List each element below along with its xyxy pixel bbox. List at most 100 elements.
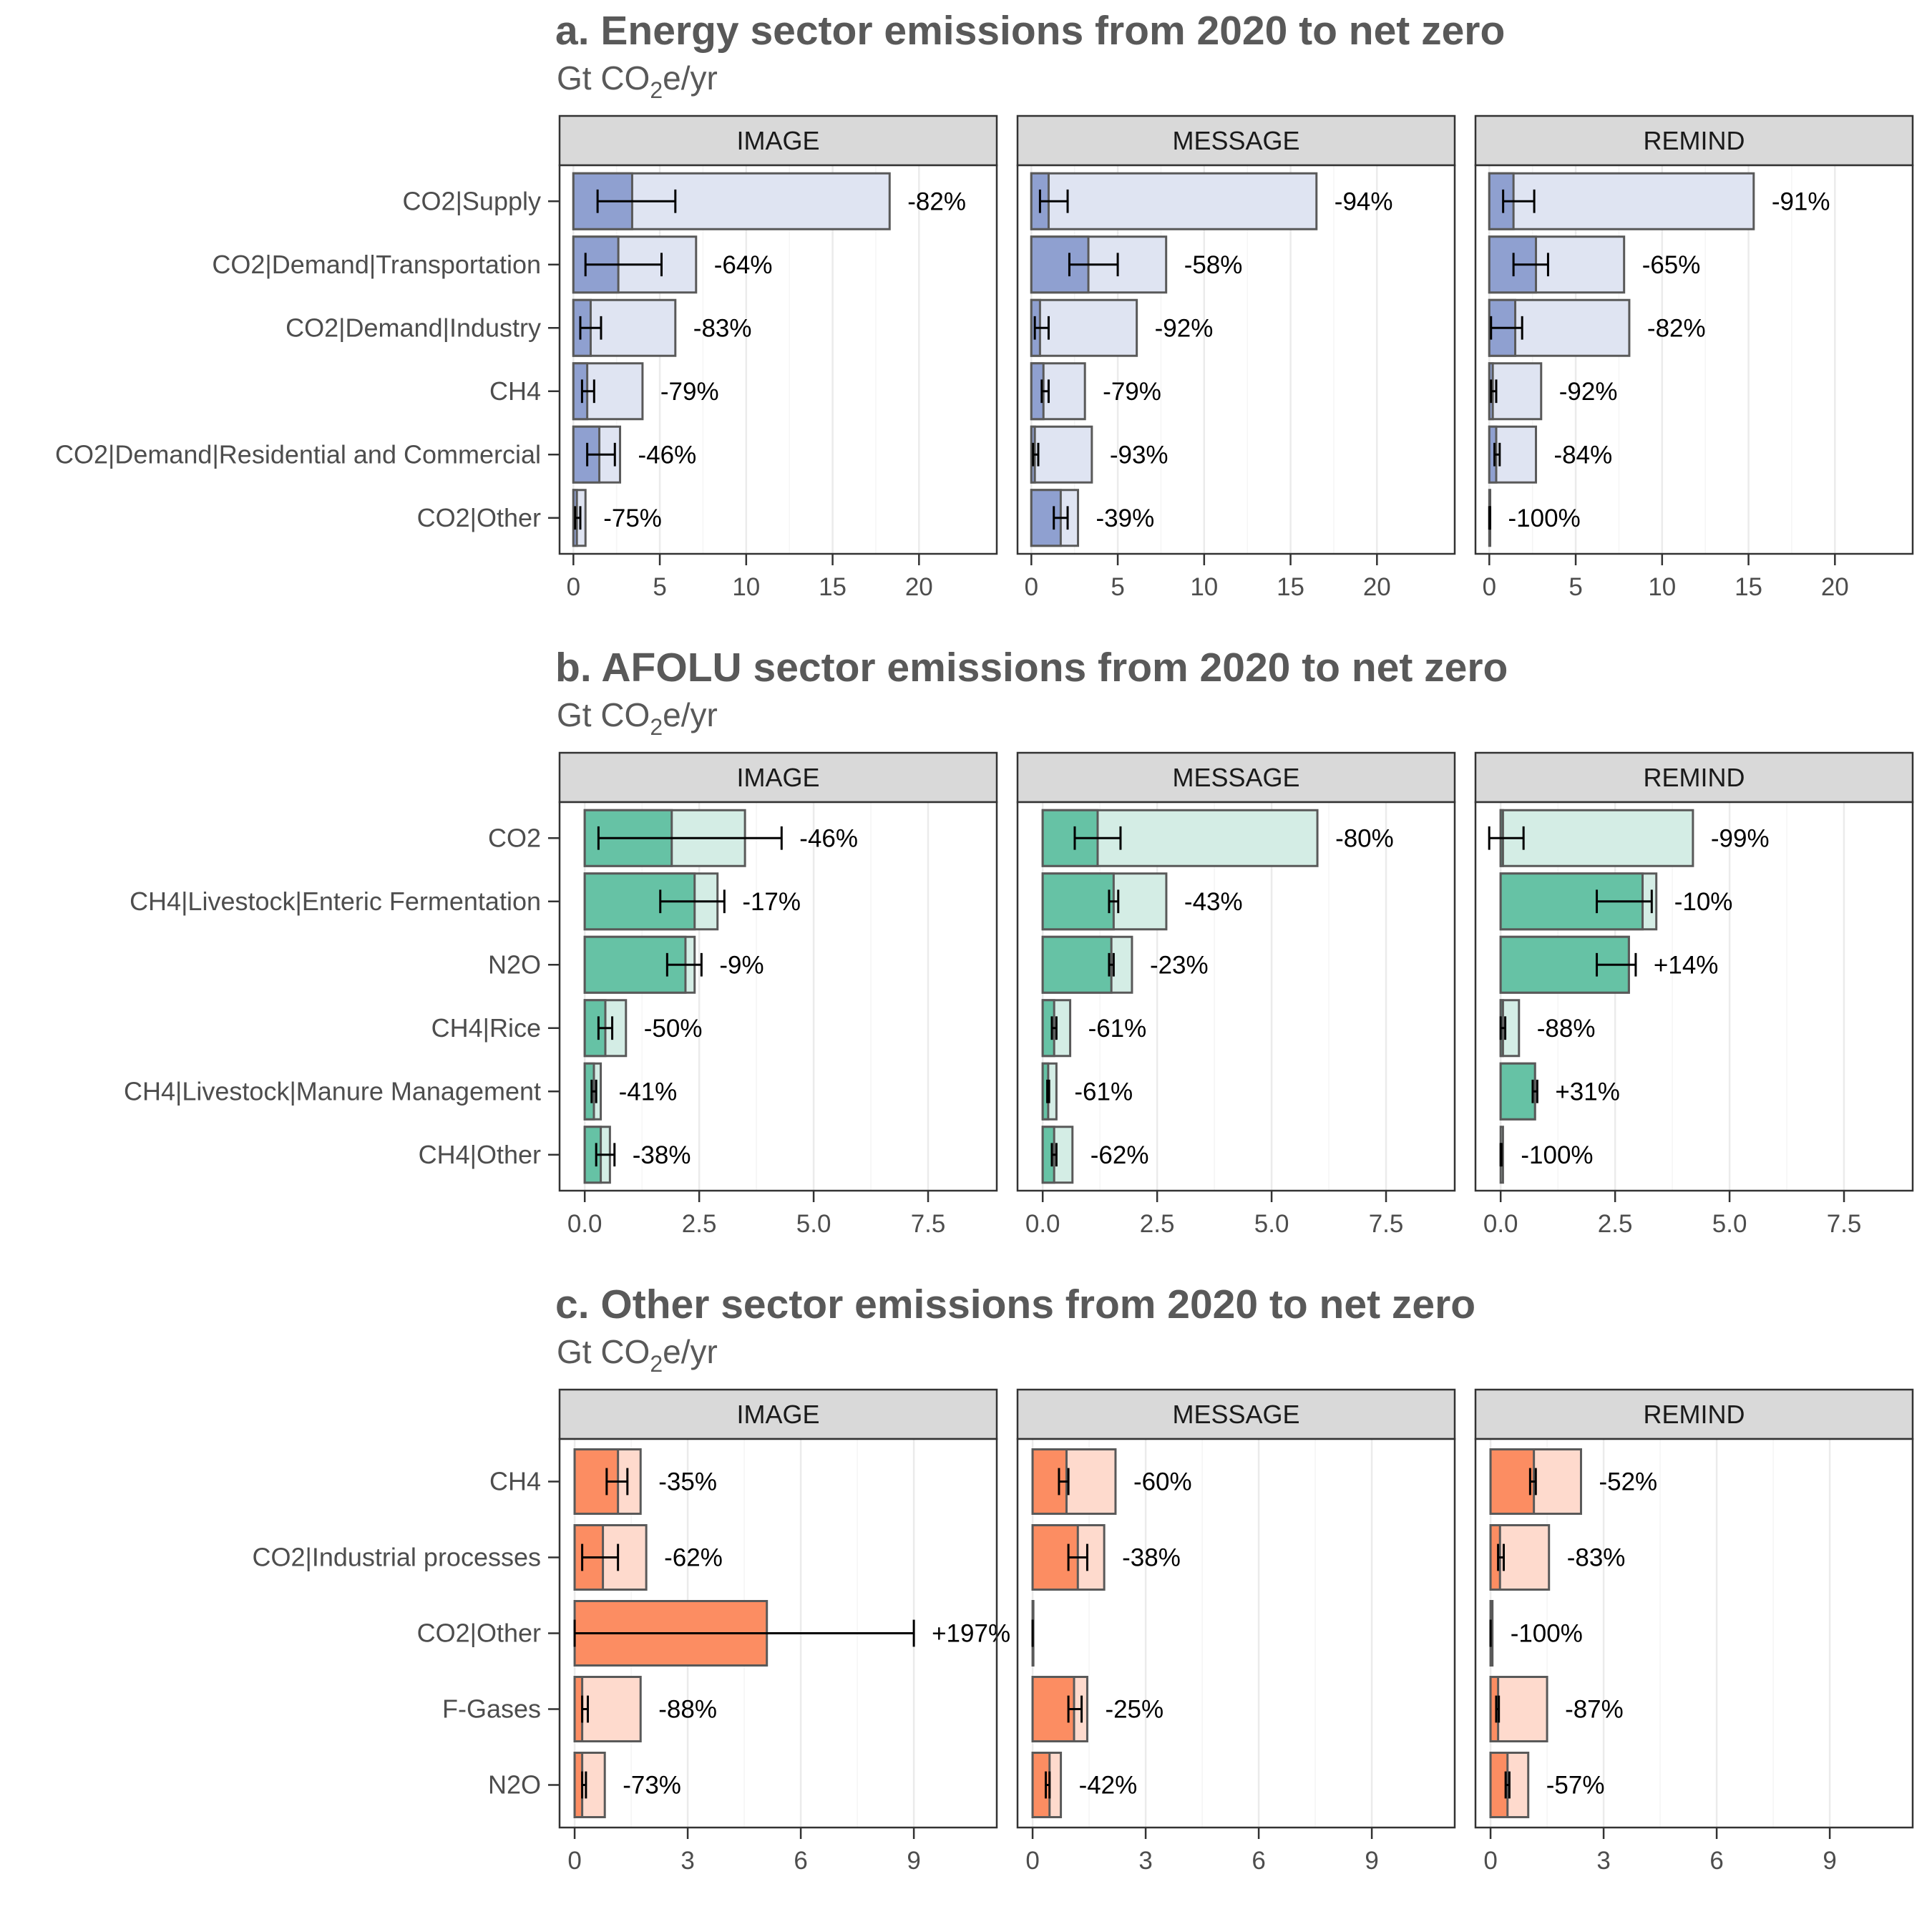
category-label: CH4|Livestock|Enteric Fermentation bbox=[130, 887, 541, 916]
percent-change-label: -23% bbox=[1150, 951, 1209, 979]
percent-change-label: -42% bbox=[1079, 1772, 1138, 1800]
panel-border bbox=[558, 1438, 998, 1829]
section-title: c. Other sector emissions from 2020 to n… bbox=[555, 1282, 1475, 1327]
x-tick-label: 10 bbox=[1648, 573, 1676, 601]
x-tick-label: 15 bbox=[1735, 573, 1762, 601]
percent-change-label: -84% bbox=[1554, 441, 1613, 469]
percent-change-label: +31% bbox=[1555, 1078, 1620, 1106]
bar-net-zero bbox=[1041, 872, 1115, 931]
percent-change-label: -83% bbox=[1567, 1544, 1626, 1572]
percent-change-label: +14% bbox=[1654, 951, 1719, 979]
x-tick-label: 6 bbox=[1709, 1847, 1723, 1875]
percent-change-label: -62% bbox=[664, 1544, 723, 1572]
x-tick-label: 5 bbox=[653, 573, 666, 601]
category-label: F-Gases bbox=[442, 1694, 541, 1724]
panel-remind: REMIND -99% -10% +14% -88% +31% -100% 0.0 2.5 5.0… bbox=[1474, 751, 1914, 1238]
percent-change-label: -39% bbox=[1096, 504, 1155, 532]
x-tick-label: 9 bbox=[907, 1847, 920, 1875]
category-label: CH4 bbox=[489, 376, 541, 406]
strip-background bbox=[558, 751, 998, 804]
x-tick-label: 6 bbox=[1252, 1847, 1265, 1875]
panel-model-label: REMIND bbox=[1644, 1400, 1745, 1429]
x-tick-label: 3 bbox=[1138, 1847, 1152, 1875]
panel-remind: REMIND -52% -83% -100% -87% -57% 0 3 6 9 bbox=[1474, 1388, 1914, 1875]
percent-change-label: -88% bbox=[1537, 1015, 1596, 1043]
bar-2020 bbox=[1499, 809, 1694, 867]
category-label: CO2|Industrial processes bbox=[252, 1543, 541, 1572]
category-label: N2O bbox=[488, 950, 541, 979]
section-unit: Gt CO2e/yr bbox=[557, 59, 718, 103]
category-label: CH4 bbox=[489, 1467, 541, 1496]
percent-change-label: -46% bbox=[638, 441, 697, 469]
percent-change-label: -79% bbox=[1103, 378, 1161, 406]
percent-change-label: -58% bbox=[1184, 251, 1243, 279]
panel-border bbox=[1474, 164, 1914, 555]
x-tick-label: 2.5 bbox=[682, 1210, 717, 1238]
x-tick-label: 3 bbox=[680, 1847, 694, 1875]
percent-change-label: -17% bbox=[742, 888, 801, 916]
panel-model-label: MESSAGE bbox=[1172, 763, 1299, 792]
x-tick-label: 3 bbox=[1596, 1847, 1610, 1875]
panel-image: IMAGE -35% -62% +197% -88% -73% 0 3 6 9 bbox=[558, 1388, 1010, 1875]
x-tick-label: 10 bbox=[732, 573, 760, 601]
bar-net-zero bbox=[1499, 1062, 1536, 1121]
percent-change-label: -99% bbox=[1711, 824, 1770, 852]
strip-background bbox=[1016, 751, 1456, 804]
category-label: CO2|Demand|Transportation bbox=[212, 250, 541, 279]
percent-change-label: -46% bbox=[799, 824, 858, 852]
percent-change-label: -52% bbox=[1599, 1468, 1657, 1496]
panel-image: IMAGE -46% -17% -9% -50% -41% -38% 0.0 2.5 5.0 7.5 bbox=[558, 751, 998, 1238]
percent-change-label: -25% bbox=[1105, 1696, 1163, 1724]
percent-change-label: -35% bbox=[658, 1468, 717, 1496]
percent-change-label: -61% bbox=[1088, 1015, 1147, 1043]
category-label: CO2 bbox=[488, 823, 541, 852]
x-tick-label: 2.5 bbox=[1140, 1210, 1175, 1238]
percent-change-label: -80% bbox=[1335, 824, 1394, 852]
panel-border bbox=[1474, 801, 1914, 1192]
percent-change-label: -50% bbox=[644, 1015, 703, 1043]
x-tick-label: 5.0 bbox=[796, 1210, 831, 1238]
chart-section-0: a. Energy sector emissions from 2020 to … bbox=[55, 8, 1914, 601]
percent-change-label: -93% bbox=[1110, 441, 1169, 469]
panel-model-label: IMAGE bbox=[736, 126, 819, 155]
category-label: CO2|Supply bbox=[403, 186, 541, 215]
percent-change-label: -88% bbox=[658, 1696, 717, 1724]
x-tick-label: 7.5 bbox=[1369, 1210, 1404, 1238]
x-tick-label: 20 bbox=[1363, 573, 1391, 601]
percent-change-label: -64% bbox=[714, 251, 773, 279]
panel-model-label: REMIND bbox=[1644, 126, 1745, 155]
x-tick-label: 0.0 bbox=[567, 1210, 602, 1238]
x-tick-label: 0 bbox=[1483, 1847, 1497, 1875]
x-tick-label: 7.5 bbox=[911, 1210, 946, 1238]
panel-model-label: MESSAGE bbox=[1172, 126, 1299, 155]
percent-change-label: +197% bbox=[932, 1620, 1010, 1648]
x-tick-label: 0.0 bbox=[1025, 1210, 1060, 1238]
section-unit: Gt CO2e/yr bbox=[557, 696, 718, 740]
percent-change-label: -60% bbox=[1133, 1468, 1192, 1496]
percent-change-label: -100% bbox=[1511, 1620, 1583, 1648]
x-tick-label: 0 bbox=[567, 573, 580, 601]
panel-border bbox=[1016, 164, 1456, 555]
x-tick-label: 0 bbox=[1483, 573, 1496, 601]
percent-change-label: -38% bbox=[633, 1141, 691, 1169]
x-tick-label: 5.0 bbox=[1712, 1210, 1747, 1238]
strip-background bbox=[1016, 114, 1456, 167]
bar-net-zero bbox=[1489, 1448, 1536, 1515]
percent-change-label: -9% bbox=[719, 951, 763, 979]
panel-model-label: IMAGE bbox=[736, 763, 819, 792]
x-tick-label: 0 bbox=[1025, 573, 1038, 601]
bar-2020 bbox=[1488, 362, 1543, 421]
percent-change-label: -57% bbox=[1546, 1772, 1605, 1800]
x-tick-label: 0 bbox=[567, 1847, 581, 1875]
bar-net-zero bbox=[583, 935, 687, 994]
panel-model-label: MESSAGE bbox=[1172, 1400, 1299, 1429]
panel-border bbox=[1016, 801, 1456, 1192]
panel-remind: REMIND -91% -65% -82% -92% -84% -100% 0 5 10 15 20 bbox=[1474, 114, 1914, 601]
bar-net-zero bbox=[573, 1676, 584, 1742]
chart-section-2: c. Other sector emissions from 2020 to n… bbox=[252, 1282, 1914, 1875]
percent-change-label: -83% bbox=[693, 314, 752, 342]
percent-change-label: -100% bbox=[1508, 504, 1581, 532]
percent-change-label: -41% bbox=[619, 1078, 678, 1106]
percent-change-label: -82% bbox=[907, 187, 966, 215]
